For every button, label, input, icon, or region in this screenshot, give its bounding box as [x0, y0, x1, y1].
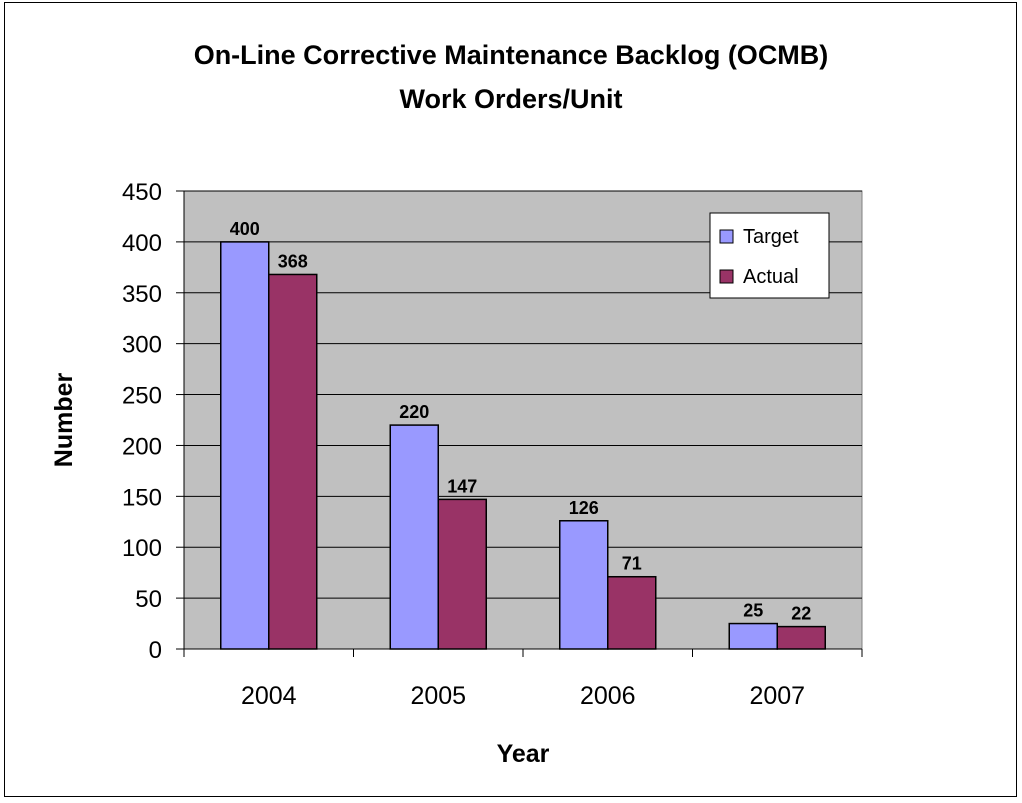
legend-box — [709, 212, 830, 299]
y-tick-label: 0 — [149, 637, 162, 664]
bar-target-2005 — [389, 424, 439, 650]
y-tick-label: 350 — [122, 281, 162, 308]
bar-target-2007 — [728, 622, 778, 650]
bar-target-2004 — [220, 241, 270, 650]
bar-actual-2004 — [268, 273, 318, 650]
x-tick-label: 2004 — [241, 682, 297, 710]
data-label-actual-2004: 368 — [278, 251, 308, 271]
data-label-actual-2007: 22 — [791, 604, 811, 624]
legend-swatch-actual — [719, 269, 734, 284]
bar-actual-2006 — [607, 575, 657, 650]
x-tick-label: 2005 — [410, 682, 466, 710]
y-tick-label: 250 — [122, 383, 162, 410]
data-label-actual-2005: 147 — [447, 476, 477, 496]
bar-actual-2007 — [776, 625, 826, 650]
legend-label-actual: Actual — [743, 266, 799, 288]
data-label-target-2006: 126 — [569, 498, 599, 518]
data-label-target-2004: 400 — [230, 219, 260, 239]
legend-label-target: Target — [743, 226, 799, 248]
y-tick-label: 150 — [122, 484, 162, 511]
data-label-target-2005: 220 — [399, 402, 429, 422]
y-tick-label: 200 — [122, 433, 162, 460]
bar-actual-2005 — [437, 498, 487, 650]
legend-swatch-target — [719, 229, 734, 244]
x-tick-label: 2006 — [580, 682, 636, 710]
x-tick-label: 2007 — [749, 682, 805, 710]
data-label-target-2007: 25 — [743, 601, 763, 621]
y-tick-label: 450 — [122, 179, 162, 206]
y-tick-label: 400 — [122, 230, 162, 257]
bar-target-2006 — [559, 520, 609, 650]
y-tick-label: 100 — [122, 535, 162, 562]
y-tick-label: 50 — [135, 586, 162, 613]
x-axis-title: Year — [497, 740, 550, 768]
y-tick-label: 300 — [122, 332, 162, 359]
chart-subtitle: Work Orders/Unit — [399, 84, 623, 114]
data-label-actual-2006: 71 — [622, 554, 642, 574]
chart-title: On-Line Corrective Maintenance Backlog (… — [193, 40, 829, 70]
y-axis-title: Number — [50, 373, 78, 468]
